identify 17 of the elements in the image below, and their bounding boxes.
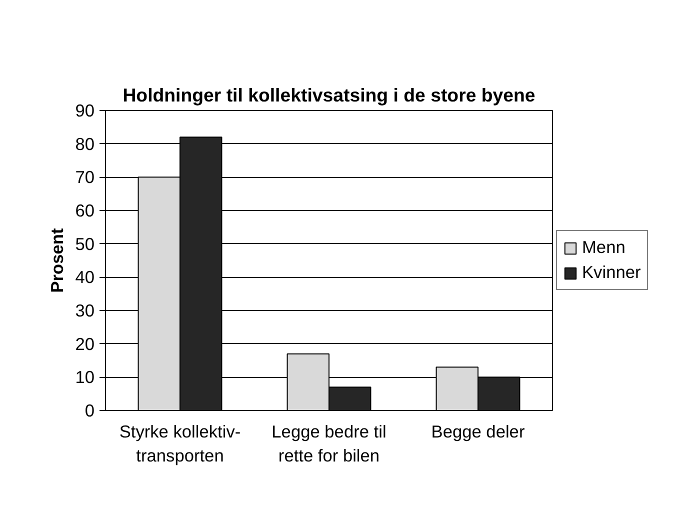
- legend-label: Kvinner: [582, 262, 641, 283]
- y-tick-label: 0: [84, 400, 95, 420]
- y-tick-label: 10: [75, 367, 95, 388]
- y-tick-label: 40: [75, 267, 95, 288]
- y-tick-label: 30: [75, 300, 95, 320]
- y-tick-label: 90: [75, 100, 95, 120]
- legend-label: Menn: [582, 237, 626, 258]
- y-tick-label: 80: [75, 134, 95, 154]
- x-tick-label: Styrke kollektiv- transporten: [119, 422, 241, 466]
- y-tick-label: 20: [75, 334, 95, 354]
- chart-title: Holdninger til kollektivsatsing i de store byene: [122, 84, 536, 106]
- x-tick-label: Legge bedre til rette for bilen: [272, 422, 386, 466]
- x-tick-label: Begge deler: [431, 422, 525, 442]
- y-tick-label: 60: [75, 200, 95, 220]
- y-tick-label: 50: [75, 234, 95, 254]
- y-axis-title: Prosent: [47, 228, 68, 293]
- y-tick-label: 70: [75, 167, 95, 188]
